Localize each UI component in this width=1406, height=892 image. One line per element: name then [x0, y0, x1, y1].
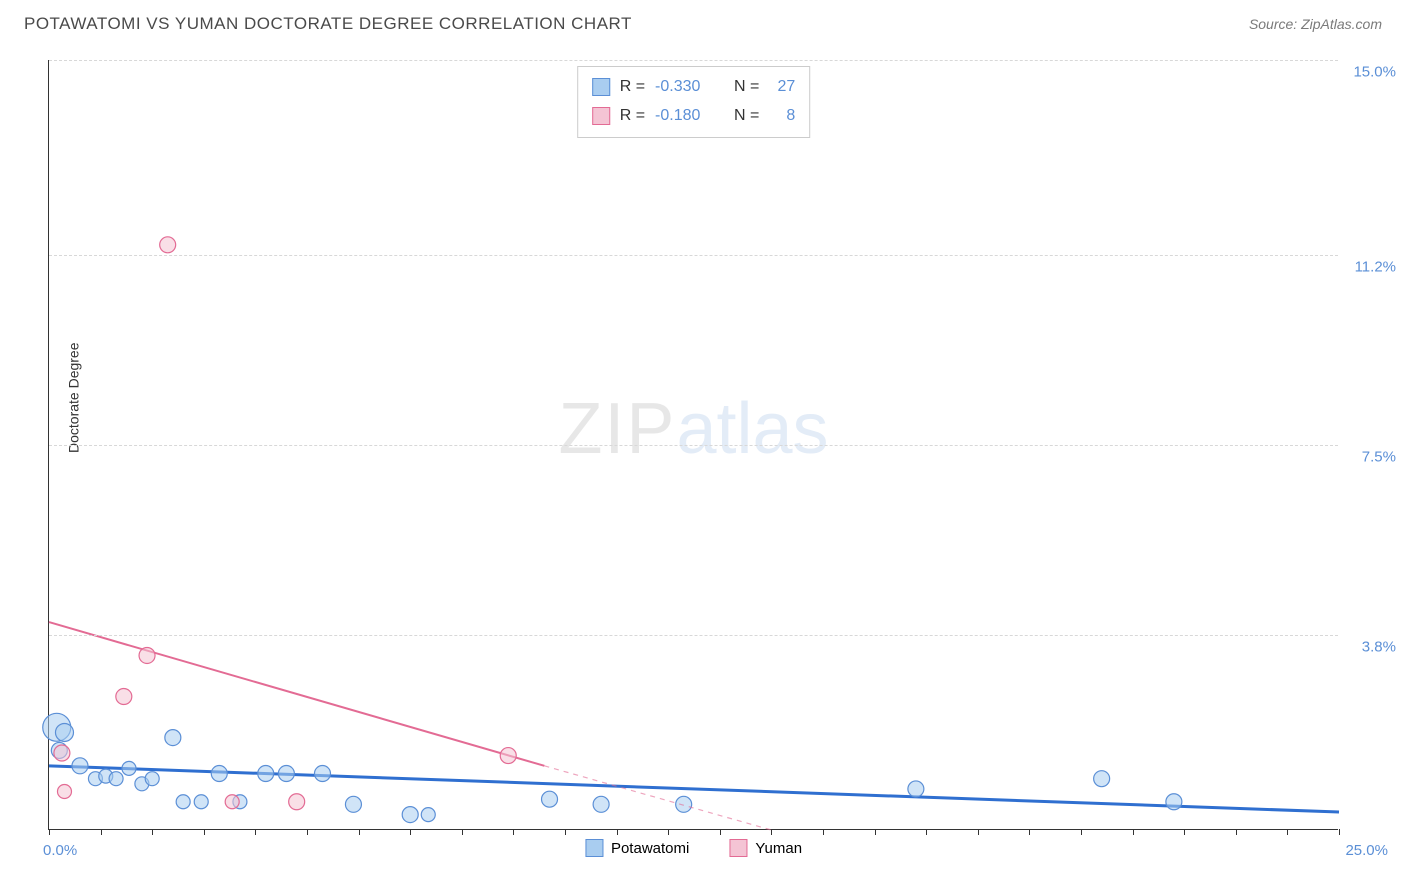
- x-tick: [720, 829, 721, 835]
- gridline: [49, 635, 1338, 636]
- y-tick-label: 15.0%: [1353, 64, 1396, 81]
- series-legend-label: Potawatomi: [611, 840, 689, 857]
- gridline: [49, 255, 1338, 256]
- data-point: [145, 772, 159, 786]
- data-point: [122, 761, 136, 775]
- x-tick: [204, 829, 205, 835]
- data-point: [676, 796, 692, 812]
- data-point: [55, 723, 73, 741]
- data-point: [345, 796, 361, 812]
- legend-swatch: [592, 78, 610, 96]
- data-point: [402, 807, 418, 823]
- x-tick: [152, 829, 153, 835]
- data-point: [57, 785, 71, 799]
- legend-row: R = -0.180 N = 8: [592, 102, 796, 131]
- x-min-label: 0.0%: [43, 842, 77, 859]
- x-tick: [1184, 829, 1185, 835]
- x-tick: [565, 829, 566, 835]
- data-point: [160, 237, 176, 253]
- x-tick: [1287, 829, 1288, 835]
- gridline: [49, 60, 1338, 61]
- legend-swatch: [592, 107, 610, 125]
- data-point: [176, 795, 190, 809]
- legend-n-label: N =: [725, 102, 759, 131]
- y-tick-label: 3.8%: [1362, 638, 1396, 655]
- source-attribution: Source: ZipAtlas.com: [1249, 16, 1382, 32]
- data-point: [165, 730, 181, 746]
- x-tick: [101, 829, 102, 835]
- x-tick: [307, 829, 308, 835]
- chart-title: POTAWATOMI VS YUMAN DOCTORATE DEGREE COR…: [24, 14, 632, 34]
- x-tick: [462, 829, 463, 835]
- legend-r-label: R =: [620, 73, 645, 102]
- data-point: [258, 766, 274, 782]
- x-tick: [410, 829, 411, 835]
- trendline-dashed-yuman: [544, 766, 771, 830]
- data-point: [278, 766, 294, 782]
- x-tick: [926, 829, 927, 835]
- series-legend-item: Potawatomi: [585, 839, 689, 857]
- x-tick: [255, 829, 256, 835]
- x-tick: [823, 829, 824, 835]
- chart-container: Doctorate Degree ZIPatlas R = -0.330 N =…: [48, 60, 1378, 830]
- data-point: [109, 772, 123, 786]
- correlation-legend: R = -0.330 N = 27R = -0.180 N = 8: [577, 66, 811, 138]
- legend-r-value: -0.330: [655, 73, 715, 102]
- legend-n-label: N =: [725, 73, 759, 102]
- data-point: [421, 808, 435, 822]
- legend-row: R = -0.330 N = 27: [592, 73, 796, 102]
- data-point: [1094, 771, 1110, 787]
- data-point: [908, 781, 924, 797]
- data-point: [542, 791, 558, 807]
- y-tick-label: 11.2%: [1355, 259, 1396, 276]
- x-tick: [1029, 829, 1030, 835]
- data-point: [54, 745, 70, 761]
- data-point: [314, 766, 330, 782]
- x-tick: [359, 829, 360, 835]
- x-tick: [617, 829, 618, 835]
- legend-r-label: R =: [620, 102, 645, 131]
- x-max-label: 25.0%: [1345, 842, 1388, 859]
- series-legend: Potawatomi Yuman: [585, 839, 802, 857]
- x-tick: [49, 829, 50, 835]
- x-tick: [1236, 829, 1237, 835]
- data-point: [225, 795, 239, 809]
- x-tick: [771, 829, 772, 835]
- data-point: [72, 758, 88, 774]
- series-legend-item: Yuman: [729, 839, 802, 857]
- series-legend-label: Yuman: [755, 840, 802, 857]
- chart-header: POTAWATOMI VS YUMAN DOCTORATE DEGREE COR…: [0, 0, 1406, 34]
- y-tick-label: 7.5%: [1362, 449, 1396, 466]
- legend-swatch: [729, 839, 747, 857]
- data-point: [289, 794, 305, 810]
- legend-n-value: 27: [769, 73, 795, 102]
- data-point: [194, 795, 208, 809]
- data-point: [500, 748, 516, 764]
- data-point: [211, 766, 227, 782]
- data-point: [1166, 794, 1182, 810]
- x-tick: [1081, 829, 1082, 835]
- gridline: [49, 445, 1338, 446]
- legend-n-value: 8: [769, 102, 795, 131]
- data-point: [116, 689, 132, 705]
- x-tick: [668, 829, 669, 835]
- x-tick: [1339, 829, 1340, 835]
- legend-swatch: [585, 839, 603, 857]
- plot-area: ZIPatlas R = -0.330 N = 27R = -0.180 N =…: [48, 60, 1338, 830]
- data-point: [593, 796, 609, 812]
- x-tick: [978, 829, 979, 835]
- x-tick: [1133, 829, 1134, 835]
- x-tick: [875, 829, 876, 835]
- data-point: [139, 647, 155, 663]
- x-tick: [513, 829, 514, 835]
- legend-r-value: -0.180: [655, 102, 715, 131]
